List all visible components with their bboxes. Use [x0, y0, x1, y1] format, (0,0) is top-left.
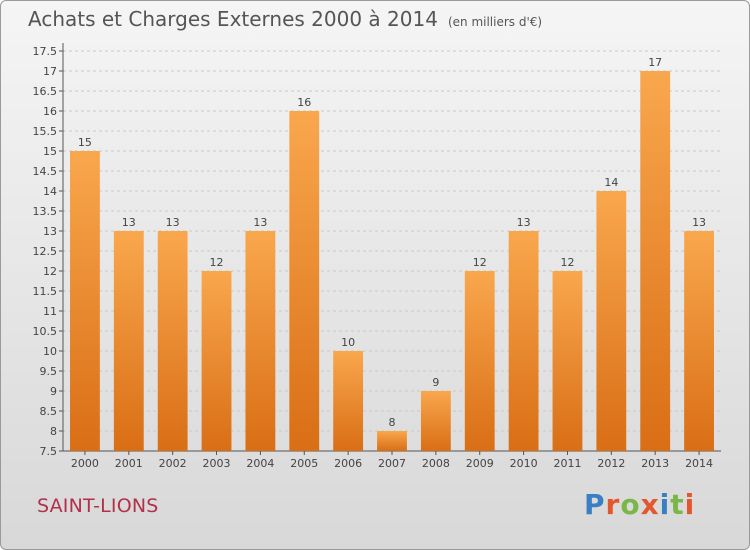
bar — [113, 231, 144, 451]
x-tick-label: 2005 — [290, 457, 318, 470]
bar — [377, 431, 407, 451]
chart-title: Achats et Charges Externes 2000 à 2014 (e… — [28, 7, 542, 31]
x-tick-label: 2010 — [510, 457, 538, 470]
logo-letter: t — [670, 488, 685, 521]
bar — [596, 191, 627, 451]
bar-value-label: 17 — [648, 56, 662, 69]
y-tick-label: 10.5 — [33, 325, 58, 338]
x-tick-label: 2006 — [334, 457, 362, 470]
x-tick-label: 2003 — [203, 457, 231, 470]
y-tick-label: 15 — [43, 145, 57, 158]
y-tick-label: 17 — [43, 65, 57, 78]
commune-name: SAINT-LIONS — [37, 495, 159, 517]
y-tick-label: 14 — [43, 185, 57, 198]
logo-letter: i — [659, 488, 671, 521]
bar-value-label: 10 — [341, 336, 355, 349]
x-tick-label: 2004 — [246, 457, 274, 470]
y-tick-label: 9.5 — [40, 365, 58, 378]
bar-value-label: 12 — [473, 256, 487, 269]
chart-subtitle: (en milliers d'€) — [447, 15, 543, 29]
y-tick-label: 11 — [43, 305, 57, 318]
logo-letter: i — [684, 488, 696, 521]
y-tick-label: 16 — [43, 105, 57, 118]
y-tick-label: 14.5 — [33, 165, 58, 178]
bar-value-label: 16 — [297, 96, 311, 109]
bar — [333, 351, 364, 451]
x-tick-label: 2000 — [71, 457, 99, 470]
logo-letter: r — [605, 488, 621, 521]
bar — [70, 151, 100, 451]
bar-value-label: 13 — [517, 216, 531, 229]
x-tick-label: 2001 — [115, 457, 143, 470]
x-tick-label: 2013 — [641, 457, 669, 470]
bar — [420, 391, 451, 451]
y-tick-label: 13 — [43, 225, 57, 238]
x-tick-label: 2002 — [159, 457, 187, 470]
x-tick-label: 2007 — [378, 457, 406, 470]
x-tick-label: 2011 — [553, 457, 581, 470]
y-tick-label: 12.5 — [33, 245, 58, 258]
bar — [684, 231, 714, 451]
y-tick-label: 17.5 — [33, 45, 58, 58]
y-tick-label: 8 — [50, 425, 57, 438]
bar — [245, 231, 276, 451]
bar — [157, 231, 188, 451]
bar — [289, 111, 320, 451]
bar-value-label: 9 — [432, 376, 439, 389]
bar-value-label: 13 — [122, 216, 136, 229]
y-tick-label: 13.5 — [33, 205, 58, 218]
bar-value-label: 14 — [604, 176, 618, 189]
bar-value-label: 8 — [389, 416, 396, 429]
x-tick-label: 2008 — [422, 457, 450, 470]
y-tick-label: 8.5 — [40, 405, 58, 418]
bar — [201, 271, 232, 451]
y-tick-label: 12 — [43, 265, 57, 278]
y-tick-label: 7.5 — [40, 445, 58, 458]
proxiti-logo: Proxiti — [584, 488, 695, 521]
x-tick-label: 2009 — [466, 457, 494, 470]
bar-value-label: 12 — [210, 256, 224, 269]
logo-letter: P — [584, 488, 606, 521]
logo-letter: o — [620, 488, 641, 521]
bar — [508, 231, 539, 451]
y-tick-label: 15.5 — [33, 125, 58, 138]
bar — [640, 71, 671, 451]
y-tick-label: 9 — [50, 385, 57, 398]
bar — [552, 271, 583, 451]
bar-value-label: 15 — [78, 136, 92, 149]
bar-value-label: 13 — [253, 216, 267, 229]
bar — [464, 271, 495, 451]
y-tick-label: 10 — [43, 345, 57, 358]
x-tick-label: 2012 — [597, 457, 625, 470]
bar-value-label: 12 — [560, 256, 574, 269]
title-text: Achats et Charges Externes 2000 à 2014 — [28, 7, 438, 31]
bar-value-label: 13 — [692, 216, 706, 229]
y-tick-label: 11.5 — [33, 285, 58, 298]
y-tick-label: 16.5 — [33, 85, 58, 98]
logo-letter: x — [640, 488, 660, 521]
bar-value-label: 13 — [166, 216, 180, 229]
x-tick-label: 2014 — [685, 457, 713, 470]
